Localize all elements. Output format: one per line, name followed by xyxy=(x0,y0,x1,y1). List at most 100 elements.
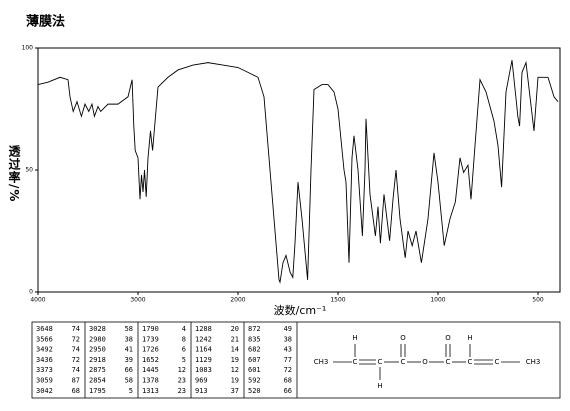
peak-transmittance: 66 xyxy=(125,366,133,374)
x-tick-label: 1500 xyxy=(330,297,345,304)
atom: O xyxy=(400,334,406,342)
peak-wavenumber: 3059 xyxy=(36,377,53,385)
peak-wavenumber: 1795 xyxy=(89,387,106,395)
peak-transmittance: 21 xyxy=(231,335,239,343)
atom: C xyxy=(495,358,500,366)
peak-wavenumber: 969 xyxy=(195,377,208,385)
peak-transmittance: 68 xyxy=(72,387,80,395)
peak-transmittance: 43 xyxy=(284,346,292,354)
peak-transmittance: 41 xyxy=(125,346,133,354)
peak-transmittance: 38 xyxy=(125,335,133,343)
chart-title: 薄膜法 xyxy=(26,14,65,30)
peak-wavenumber: 2950 xyxy=(89,346,106,354)
atom: H xyxy=(467,334,472,342)
peak-transmittance: 12 xyxy=(178,366,186,374)
peak-transmittance: 19 xyxy=(231,356,239,364)
peak-wavenumber: 3492 xyxy=(36,346,53,354)
peak-wavenumber: 872 xyxy=(248,325,261,333)
atom: H xyxy=(377,382,382,390)
peak-transmittance: 87 xyxy=(72,377,80,385)
peak-transmittance: 8 xyxy=(182,335,186,343)
peak-transmittance: 58 xyxy=(125,377,133,385)
peak-wavenumber: 2918 xyxy=(89,356,106,364)
peak-transmittance: 72 xyxy=(284,366,292,374)
spectrum-line xyxy=(37,60,559,284)
peak-transmittance: 5 xyxy=(182,356,186,364)
atom: CH3 xyxy=(314,358,329,366)
y-tick-label: 0 xyxy=(29,289,33,296)
peak-wavenumber: 1242 xyxy=(195,335,212,343)
structure-bonds xyxy=(333,344,520,380)
atom: CH3 xyxy=(526,358,541,366)
peak-wavenumber: 913 xyxy=(195,387,208,395)
peak-transmittance: 77 xyxy=(284,356,292,364)
x-tick-label: 4000 xyxy=(30,297,45,304)
peak-wavenumber: 2854 xyxy=(89,377,106,385)
peak-transmittance: 74 xyxy=(72,325,80,333)
x-tick-label: 500 xyxy=(532,297,544,304)
peak-transmittance: 14 xyxy=(231,346,239,354)
atom: C xyxy=(446,358,451,366)
peak-wavenumber: 607 xyxy=(248,356,261,364)
peak-transmittance: 39 xyxy=(125,356,133,364)
peak-transmittance: 19 xyxy=(231,377,239,385)
atom: O xyxy=(422,358,428,366)
peak-transmittance: 23 xyxy=(178,387,186,395)
peak-transmittance: 38 xyxy=(284,335,292,343)
x-tick-label: 3000 xyxy=(130,297,145,304)
peak-wavenumber: 1790 xyxy=(142,325,159,333)
peak-wavenumber: 1652 xyxy=(142,356,159,364)
peak-wavenumber: 3028 xyxy=(89,325,106,333)
peak-transmittance: 12 xyxy=(231,366,239,374)
atom: C xyxy=(468,358,473,366)
peak-wavenumber: 1726 xyxy=(142,346,159,354)
peak-wavenumber: 1378 xyxy=(142,377,159,385)
peak-transmittance: 72 xyxy=(72,356,80,364)
peak-wavenumber: 520 xyxy=(248,387,261,395)
atom: C xyxy=(378,358,383,366)
peak-wavenumber: 3042 xyxy=(36,387,53,395)
x-tick-label: 1000 xyxy=(430,297,445,304)
peak-wavenumber: 1313 xyxy=(142,387,159,395)
peak-transmittance: 20 xyxy=(231,325,239,333)
atom: C xyxy=(353,358,358,366)
plot-frame xyxy=(37,47,561,293)
peak-wavenumber: 601 xyxy=(248,366,261,374)
peak-wavenumber: 1083 xyxy=(195,366,212,374)
y-axis-label: 透过率/% xyxy=(7,145,21,203)
peak-transmittance: 37 xyxy=(231,387,239,395)
peak-transmittance: 58 xyxy=(125,325,133,333)
peak-wavenumber: 1288 xyxy=(195,325,212,333)
table-frame xyxy=(31,321,561,399)
peak-transmittance: 49 xyxy=(284,325,292,333)
y-tick-label: 100 xyxy=(22,45,34,52)
peak-wavenumber: 592 xyxy=(248,377,261,385)
peak-wavenumber: 3566 xyxy=(36,335,53,343)
peak-transmittance: 74 xyxy=(72,366,80,374)
peak-wavenumber: 1739 xyxy=(142,335,159,343)
x-axis-label: 波数/cm⁻¹ xyxy=(274,304,327,317)
peak-wavenumber: 3648 xyxy=(36,325,53,333)
peak-wavenumber: 835 xyxy=(248,335,261,343)
peak-wavenumber: 1445 xyxy=(142,366,159,374)
y-tick-label: 50 xyxy=(25,167,33,174)
x-tick-label: 2000 xyxy=(230,297,245,304)
peak-transmittance: 74 xyxy=(72,346,80,354)
peak-wavenumber: 1164 xyxy=(195,346,212,354)
peak-transmittance: 6 xyxy=(182,346,186,354)
peak-transmittance: 5 xyxy=(129,387,133,395)
peak-transmittance: 72 xyxy=(72,335,80,343)
peak-transmittance: 66 xyxy=(284,387,292,395)
peak-wavenumber: 2980 xyxy=(89,335,106,343)
atom: H xyxy=(352,334,357,342)
peak-transmittance: 68 xyxy=(284,377,292,385)
peak-wavenumber: 2875 xyxy=(89,366,106,374)
peak-wavenumber: 3373 xyxy=(36,366,53,374)
peak-transmittance: 23 xyxy=(178,377,186,385)
peak-wavenumber: 682 xyxy=(248,346,261,354)
peak-wavenumber: 3436 xyxy=(36,356,53,364)
atom: O xyxy=(445,334,451,342)
